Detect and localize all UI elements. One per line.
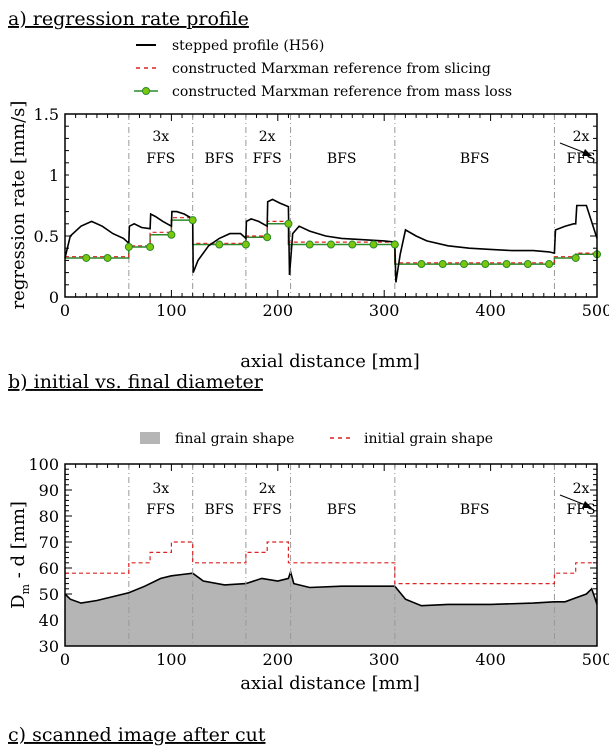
chart-a-region-count: 2x — [259, 129, 276, 145]
chart-b-xtick-label: 500 — [582, 650, 609, 669]
chart-a-massloss-marker — [502, 260, 511, 269]
chart-a-massloss-marker — [438, 260, 447, 269]
chart-a-massloss-marker — [82, 253, 91, 262]
chart-a-region-label: FFS — [253, 151, 282, 167]
chart-b-ytick-label: 90 — [39, 481, 59, 500]
chart-a-massloss-marker — [215, 240, 224, 249]
chart-a-series-slicing — [65, 217, 597, 264]
chart-a-ytick-label: 0.5 — [34, 227, 59, 246]
chart-b-region-label: BFS — [327, 502, 357, 518]
chart-a-arrow-head — [582, 149, 592, 156]
chart-a-xlabel: axial distance [mm] — [240, 351, 420, 372]
chart-a-region-count: 3x — [152, 129, 169, 145]
legend-b-initial-label: initial grain shape — [364, 431, 493, 447]
chart-a-massloss-marker — [390, 240, 399, 249]
chart-a-massloss-marker — [241, 240, 250, 249]
chart-a-region-label: FFS — [567, 151, 596, 167]
chart-a-xtick-label: 100 — [156, 301, 187, 320]
chart-b-arrow-head — [582, 501, 592, 508]
chart-a-region-label: FFS — [146, 151, 175, 167]
chart-a-massloss-marker — [146, 242, 155, 251]
chart-b-ytick-label: 100 — [28, 455, 59, 474]
chart-a-ytick-label: 1 — [49, 166, 59, 185]
chart-b-series-final-edge — [64, 569, 598, 607]
chart-b-region-label: FFS — [567, 502, 596, 518]
chart-a-frame — [64, 113, 598, 298]
chart-a-massloss-marker — [305, 240, 314, 249]
chart-a-massloss-marker — [348, 240, 357, 249]
chart-a-massloss-marker — [523, 260, 532, 269]
chart-b-ylabel: Dm - d [mm] — [8, 501, 32, 609]
chart-b-region-label: BFS — [460, 502, 490, 518]
chart-a-region-label: BFS — [327, 151, 357, 167]
chart-a-xtick-label: 300 — [369, 301, 400, 320]
chart-a-massloss-marker — [481, 260, 490, 269]
chart-b-region-label: FFS — [253, 502, 282, 518]
legend-a-massloss-label: constructed Marxman reference from mass … — [172, 84, 512, 100]
chart-a-xtick-label: 200 — [263, 301, 294, 320]
chart-b-region-count: 3x — [152, 481, 169, 497]
chart-a-ylabel: regression rate [mm/s] — [8, 101, 29, 310]
legend-a-slicing-label: constructed Marxman reference from slici… — [172, 61, 491, 77]
chart-a-xtick-label: 500 — [582, 301, 609, 320]
chart-a-massloss-marker — [369, 240, 378, 249]
chart-a-massloss-marker — [545, 260, 554, 269]
chart-b-xtick-label: 100 — [156, 650, 187, 669]
legend-b: final grain shape initial grain shape — [140, 431, 493, 447]
chart-b-region-count: 2x — [259, 481, 276, 497]
chart-b-series-final-area — [65, 571, 597, 646]
chart-b-frame — [64, 463, 598, 647]
chart-a-massloss-marker — [263, 233, 272, 242]
chart-a-massloss-marker — [103, 253, 112, 262]
section-title-b: b) initial vs. final diameter — [8, 371, 264, 393]
legend-a-stepped-label: stepped profile (H56) — [172, 38, 324, 54]
chart-b-ytick-label: 70 — [39, 533, 59, 552]
chart-a: regression rate [mm/s] axial distance [m… — [8, 101, 609, 372]
chart-b-xtick-label: 300 — [369, 650, 400, 669]
section-title-c: c) scanned image after cut — [8, 724, 266, 746]
chart-b-ytick-label: 60 — [39, 559, 59, 578]
chart-b-ytick-label: 40 — [39, 611, 59, 630]
chart-a-ytick-label: 0 — [49, 288, 59, 307]
chart-a-massloss-marker — [460, 260, 468, 269]
chart-a-region-label: BFS — [204, 151, 234, 167]
chart-a-region-label: BFS — [460, 151, 490, 167]
chart-b-ytick-label: 50 — [39, 585, 59, 604]
chart-b-xtick-label: 200 — [263, 650, 294, 669]
chart-b-ytick-label: 30 — [39, 637, 59, 656]
legend-a: stepped profile (H56) constructed Marxma… — [134, 38, 512, 100]
section-title-a: a) regression rate profile — [8, 8, 249, 30]
chart-a-massloss-marker — [327, 240, 335, 249]
chart-b: Dm - d [mm] axial distance [mm] 0 100 200 3… — [8, 455, 609, 694]
chart-a-massloss-marker — [188, 216, 197, 225]
chart-b-region-label: FFS — [146, 502, 175, 518]
chart-a-xtick-label: 0 — [60, 301, 70, 320]
chart-b-xtick-label: 400 — [475, 650, 506, 669]
chart-a-series-stepped — [64, 198, 598, 283]
chart-a-massloss-marker — [124, 242, 133, 251]
chart-b-xtick-label: 0 — [60, 650, 70, 669]
chart-a-ytick-label: 1.5 — [34, 105, 59, 124]
chart-b-arrow — [559, 494, 589, 507]
chart-a-region-count: 2x — [573, 129, 590, 145]
chart-b-ytick-label: 80 — [39, 507, 59, 526]
chart-a-massloss-marker — [571, 253, 580, 262]
chart-b-series-initial — [65, 541, 597, 585]
chart-a-xtick-label: 400 — [475, 301, 506, 320]
legend-a-massloss-marker — [142, 87, 150, 95]
chart-b-region-count: 2x — [573, 481, 590, 497]
chart-a-massloss-marker — [284, 219, 293, 228]
chart-a-massloss-marker — [417, 260, 426, 269]
chart-b-xlabel: axial distance [mm] — [240, 673, 420, 694]
chart-a-arrow — [559, 142, 589, 155]
chart-b-region-label: BFS — [204, 502, 234, 518]
legend-b-final-swatch — [140, 432, 160, 444]
legend-b-final-label: final grain shape — [175, 431, 294, 447]
chart-a-massloss-marker — [167, 230, 176, 239]
